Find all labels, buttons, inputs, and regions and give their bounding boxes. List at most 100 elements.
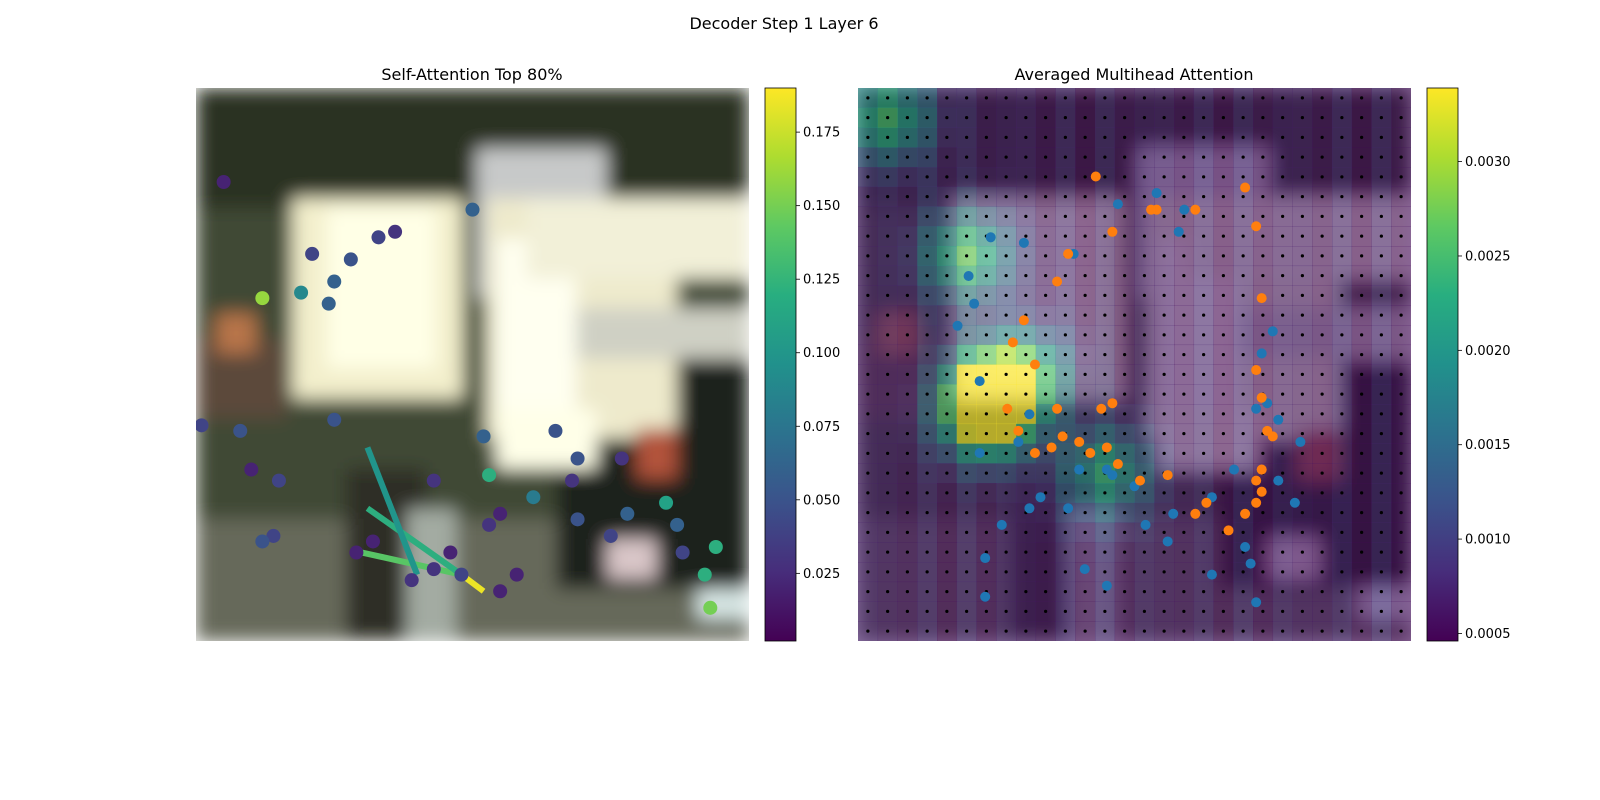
grid-dot <box>1004 333 1008 337</box>
grid-dot <box>945 590 949 594</box>
grid-dot <box>1379 392 1383 396</box>
grid-dot <box>1044 432 1048 436</box>
grid-dot <box>1044 372 1048 376</box>
grid-dot <box>1320 590 1324 594</box>
series-0-point <box>1063 503 1074 514</box>
keypoint-36 <box>266 528 281 543</box>
grid-dot <box>1162 234 1166 238</box>
grid-dot <box>1024 274 1028 278</box>
grid-dot <box>1142 590 1146 594</box>
grid-dot <box>1281 175 1285 179</box>
grid-dot <box>1044 471 1048 475</box>
grid-dot <box>1024 254 1028 258</box>
grid-dot <box>1142 353 1146 357</box>
grid-dot <box>925 116 929 120</box>
grid-dot <box>1142 214 1146 218</box>
grid-dot <box>1241 254 1245 258</box>
grid-dot <box>866 609 870 613</box>
grid-dot <box>1063 392 1067 396</box>
grid-dot <box>886 570 890 574</box>
series-0-point <box>1101 580 1112 591</box>
left-colorbar-tick-label-5: 0.150 <box>803 199 840 214</box>
grid-dot <box>1261 254 1265 258</box>
grid-dot <box>1123 451 1127 455</box>
grid-dot <box>1182 214 1186 218</box>
grid-dot <box>1162 590 1166 594</box>
grid-dot <box>1103 254 1107 258</box>
grid-dot <box>925 234 929 238</box>
grid-dot <box>1241 333 1245 337</box>
grid-dot <box>1399 313 1403 317</box>
grid-dot <box>1320 254 1324 258</box>
grid-dot <box>1281 234 1285 238</box>
grid-dot <box>1379 590 1383 594</box>
series-1-point <box>1251 365 1262 376</box>
grid-dot <box>1182 234 1186 238</box>
grid-dot <box>1162 392 1166 396</box>
series-1-point <box>1267 431 1278 442</box>
series-1-point <box>1256 486 1267 497</box>
grid-dot <box>1202 195 1206 199</box>
grid-dot <box>1142 550 1146 554</box>
grid-dot <box>1261 372 1265 376</box>
grid-dot <box>1320 491 1324 495</box>
grid-dot <box>1103 353 1107 357</box>
grid-dot <box>1261 135 1265 139</box>
grid-dot <box>965 609 969 613</box>
grid-dot <box>1281 392 1285 396</box>
grid-dot <box>1063 96 1067 100</box>
grid-dot <box>1044 313 1048 317</box>
grid-dot <box>1241 234 1245 238</box>
grid-dot <box>1044 96 1048 100</box>
grid-dot <box>1399 155 1403 159</box>
grid-dot <box>1241 491 1245 495</box>
grid-dot <box>1300 530 1304 534</box>
grid-dot <box>1360 214 1364 218</box>
grid-dot <box>945 116 949 120</box>
grid-dot <box>1083 629 1087 633</box>
grid-dot <box>866 195 870 199</box>
grid-dot <box>1281 214 1285 218</box>
grid-dot <box>1221 254 1225 258</box>
series-1-point <box>1007 337 1018 348</box>
grid-dot <box>984 274 988 278</box>
grid-dot <box>1379 412 1383 416</box>
grid-dot <box>1004 135 1008 139</box>
grid-dot <box>965 432 969 436</box>
grid-dot <box>1044 274 1048 278</box>
grid-dot <box>1202 570 1206 574</box>
grid-dot <box>1182 590 1186 594</box>
grid-dot <box>1103 412 1107 416</box>
grid-dot <box>1044 570 1048 574</box>
grid-dot <box>984 313 988 317</box>
grid-dot <box>1360 333 1364 337</box>
grid-dot <box>1004 195 1008 199</box>
grid-dot <box>925 392 929 396</box>
grid-dot <box>1300 333 1304 337</box>
series-1-point <box>1029 359 1040 370</box>
grid-dot <box>1320 471 1324 475</box>
grid-dot <box>1320 609 1324 613</box>
grid-dot <box>1162 135 1166 139</box>
grid-dot <box>905 412 909 416</box>
grid-dot <box>1300 471 1304 475</box>
grid-dot <box>1103 451 1107 455</box>
grid-dot <box>1142 511 1146 515</box>
series-1-point <box>1162 470 1173 481</box>
grid-dot <box>1379 175 1383 179</box>
grid-dot <box>1241 214 1245 218</box>
grid-dot <box>1182 392 1186 396</box>
grid-dot <box>1182 570 1186 574</box>
grid-dot <box>1083 293 1087 297</box>
grid-dot <box>945 195 949 199</box>
grid-dot <box>866 96 870 100</box>
grid-dot <box>905 570 909 574</box>
grid-dot <box>886 96 890 100</box>
keypoint-41 <box>216 174 231 190</box>
grid-dot <box>1063 530 1067 534</box>
grid-dot <box>1024 135 1028 139</box>
grid-dot <box>1241 313 1245 317</box>
grid-dot <box>1241 175 1245 179</box>
keypoint-5 <box>659 495 674 510</box>
keypoint-43 <box>327 412 342 427</box>
